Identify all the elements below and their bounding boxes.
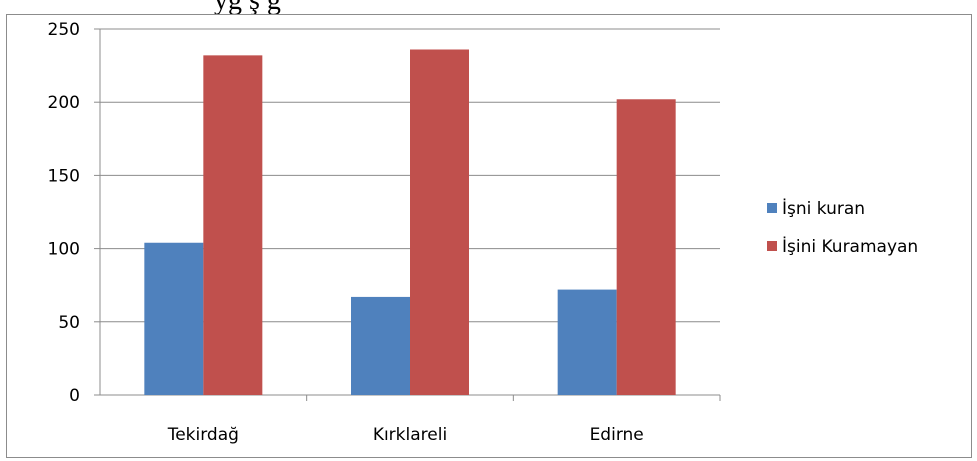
y-tick-label-0: 0 [69, 386, 80, 406]
bar-isini-kuramayan-0 [203, 55, 263, 396]
x-tick-label-1: Kırklareli [373, 425, 447, 445]
legend-swatch-1 [767, 241, 777, 251]
x-tick-labels: Tekirdağ Kırklareli Edirne [167, 425, 644, 445]
bar-isini-kuramayan-2 [616, 99, 676, 395]
legend-label-0: İşni kuran [782, 198, 865, 219]
y-tick-label-150: 150 [48, 166, 80, 186]
bar-isni-kuran-1 [351, 296, 410, 395]
cropped-title-fragment: yg ş g [214, 0, 281, 14]
bar-isni-kuran-0 [144, 242, 204, 395]
y-tick-label-100: 100 [48, 240, 80, 260]
y-tick-label-200: 200 [48, 93, 80, 113]
x-tick-label-2: Edirne [590, 425, 644, 445]
bar-isni-kuran-2 [557, 289, 617, 395]
legend: İşni kuran İşini Kuramayan [767, 198, 918, 257]
x-tick-label-0: Tekirdağ [167, 425, 239, 445]
bars [144, 49, 676, 396]
legend-label-1: İşini Kuramayan [782, 236, 918, 257]
cropped-title-text: yg ş g [0, 0, 977, 14]
legend-swatch-0 [767, 203, 777, 213]
y-tick-labels: 0 50 100 150 200 250 [48, 20, 80, 406]
bar-isini-kuramayan-1 [410, 49, 469, 395]
y-tick-label-50: 50 [58, 313, 80, 333]
y-tick-label-250: 250 [48, 20, 80, 40]
